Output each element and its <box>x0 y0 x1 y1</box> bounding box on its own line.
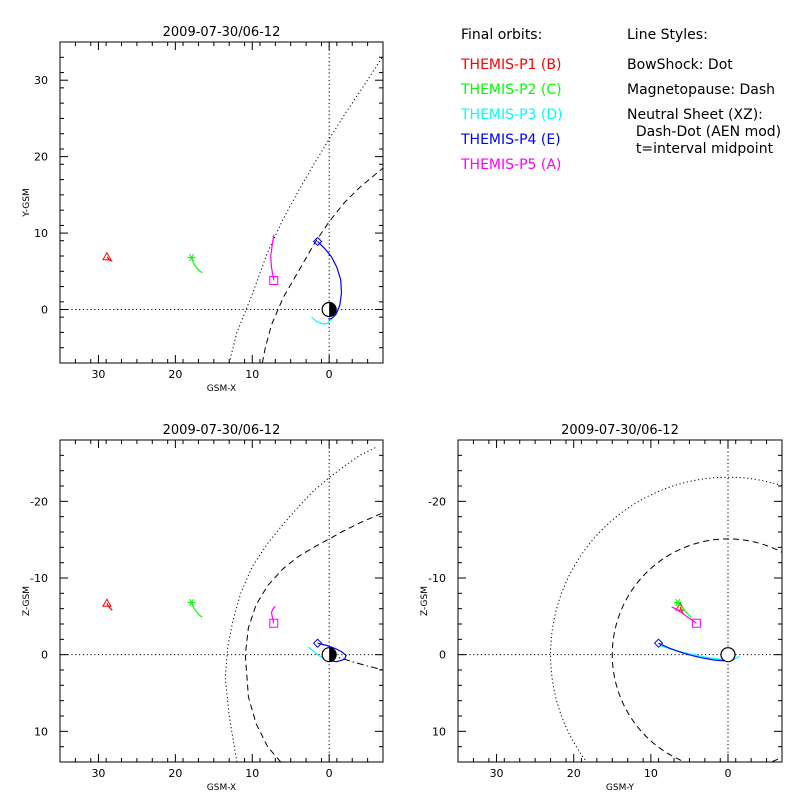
x-tick-label: 20 <box>168 368 182 381</box>
chart-panel-1: 30 20 10 0 0 10 20 30 2009-07-30/06-12 GSM-X Y-GSM <box>22 25 384 394</box>
legend-probe-p5: THEMIS-P5 (A) <box>461 157 562 173</box>
x-tick-label: 0 <box>725 767 732 780</box>
plot-frame <box>457 439 783 763</box>
legend-probe-p4: THEMIS-P4 (E) <box>461 132 561 148</box>
orbit-track-p1 <box>106 602 113 611</box>
chart-panel-3: 30 20 10 0 10 0 -10 -20 2009-07-30/06-12 GSM-Y Z-G… <box>420 423 783 793</box>
y-axis-label: Z-GSM <box>22 586 32 616</box>
earth-marker <box>720 647 736 663</box>
neutral-sheet-line <box>329 654 383 671</box>
earth-marker <box>321 647 337 663</box>
legend-probe-p1: THEMIS-P1 (B) <box>461 57 562 73</box>
x-tick-label: 30 <box>91 767 105 780</box>
y-tick-label: 0 <box>439 649 446 662</box>
marker-square-p5 <box>691 618 701 628</box>
marker-square-p5 <box>269 275 279 285</box>
plot-area <box>550 476 782 762</box>
y-tick-label: 20 <box>34 151 48 164</box>
y-tick-label: 0 <box>41 649 48 662</box>
x-tick-label: 30 <box>490 767 504 780</box>
line-style-bowshock: BowShock: Dot <box>627 57 733 73</box>
orbit-track-p2 <box>677 602 692 618</box>
marker-triangle-p1 <box>102 251 112 261</box>
y-tick-label: 10 <box>34 725 48 738</box>
final-orbits-header: Final orbits: <box>461 27 543 43</box>
earth-marker <box>321 301 337 318</box>
marker-asterisk-p2 <box>187 253 196 262</box>
line-style-dash-dot: Dash-Dot (AEN mod) <box>627 124 782 140</box>
line-style-magnetopause: Magnetopause: Dash <box>627 82 776 98</box>
y-tick-label: 10 <box>34 227 48 240</box>
orbit-track-p4 <box>317 642 347 663</box>
orbit-track-p2 <box>190 257 203 274</box>
x-axis-label: GSM-X <box>207 384 236 394</box>
marker-triangle-p1 <box>102 598 112 607</box>
x-tick-label: 10 <box>245 767 259 780</box>
bowshock-line <box>224 447 376 762</box>
chart-title: 2009-07-30/06-12 <box>561 423 679 438</box>
marker-diamond-p4 <box>312 236 323 247</box>
marker-asterisk-p2 <box>673 598 682 607</box>
plot-area <box>102 55 383 363</box>
x-tick-label: 10 <box>245 368 259 381</box>
marker-diamond-p4 <box>312 638 323 648</box>
bowshock-line <box>228 55 383 363</box>
y-tick-label: -20 <box>428 495 446 508</box>
y-axis-label: Z-GSM <box>420 586 430 616</box>
marker-square-p5 <box>269 618 279 628</box>
marker-diamond-p4 <box>653 638 664 648</box>
x-tick-label: 20 <box>567 767 581 780</box>
orbit-track-p4 <box>658 642 731 662</box>
chart-title: 2009-07-30/06-12 <box>163 423 281 438</box>
plot-area <box>102 447 383 762</box>
magnetopause-line <box>261 167 383 363</box>
x-tick-label: 30 <box>91 368 105 381</box>
y-tick-label: 0 <box>41 304 48 317</box>
bowshock-circle <box>550 476 782 762</box>
legend-probe-p2: THEMIS-P2 (C) <box>461 82 562 98</box>
orbit-track-p4 <box>317 241 343 320</box>
line-styles-header: Line Styles: <box>627 27 708 43</box>
y-axis-label: Y-GSM <box>22 188 32 217</box>
x-tick-label: 0 <box>326 767 333 780</box>
magnetopause-circle <box>611 538 782 762</box>
line-style-neutral-sheet: Neutral Sheet (XZ): <box>627 107 763 123</box>
y-tick-label: -20 <box>30 495 48 508</box>
y-tick-label: -10 <box>428 572 446 585</box>
x-tick-label: 0 <box>326 368 333 381</box>
x-axis-label: GSM-X <box>207 783 236 793</box>
orbit-track-p5 <box>270 234 275 281</box>
orbit-track-p3 <box>311 316 332 325</box>
chart-title: 2009-07-30/06-12 <box>163 25 281 40</box>
x-tick-label: 20 <box>168 767 182 780</box>
y-tick-label: 10 <box>432 725 446 738</box>
orbit-track-p5 <box>270 605 276 624</box>
chart-panel-2: 30 20 10 0 10 0 -10 -20 2009-07-30/06-12 GSM-X Z-G… <box>22 423 384 793</box>
legend-probe-p3: THEMIS-P3 (D) <box>461 107 563 123</box>
plot-frame <box>59 41 384 364</box>
y-tick-label: 30 <box>34 74 48 87</box>
line-style-midpoint: t=interval midpoint <box>627 141 774 157</box>
x-tick-label: 10 <box>644 767 658 780</box>
magnetopause-line <box>244 512 383 762</box>
marker-asterisk-p2 <box>187 598 196 607</box>
y-tick-label: -10 <box>30 572 48 585</box>
plot-frame <box>59 439 384 763</box>
x-axis-label: GSM-Y <box>606 783 635 793</box>
